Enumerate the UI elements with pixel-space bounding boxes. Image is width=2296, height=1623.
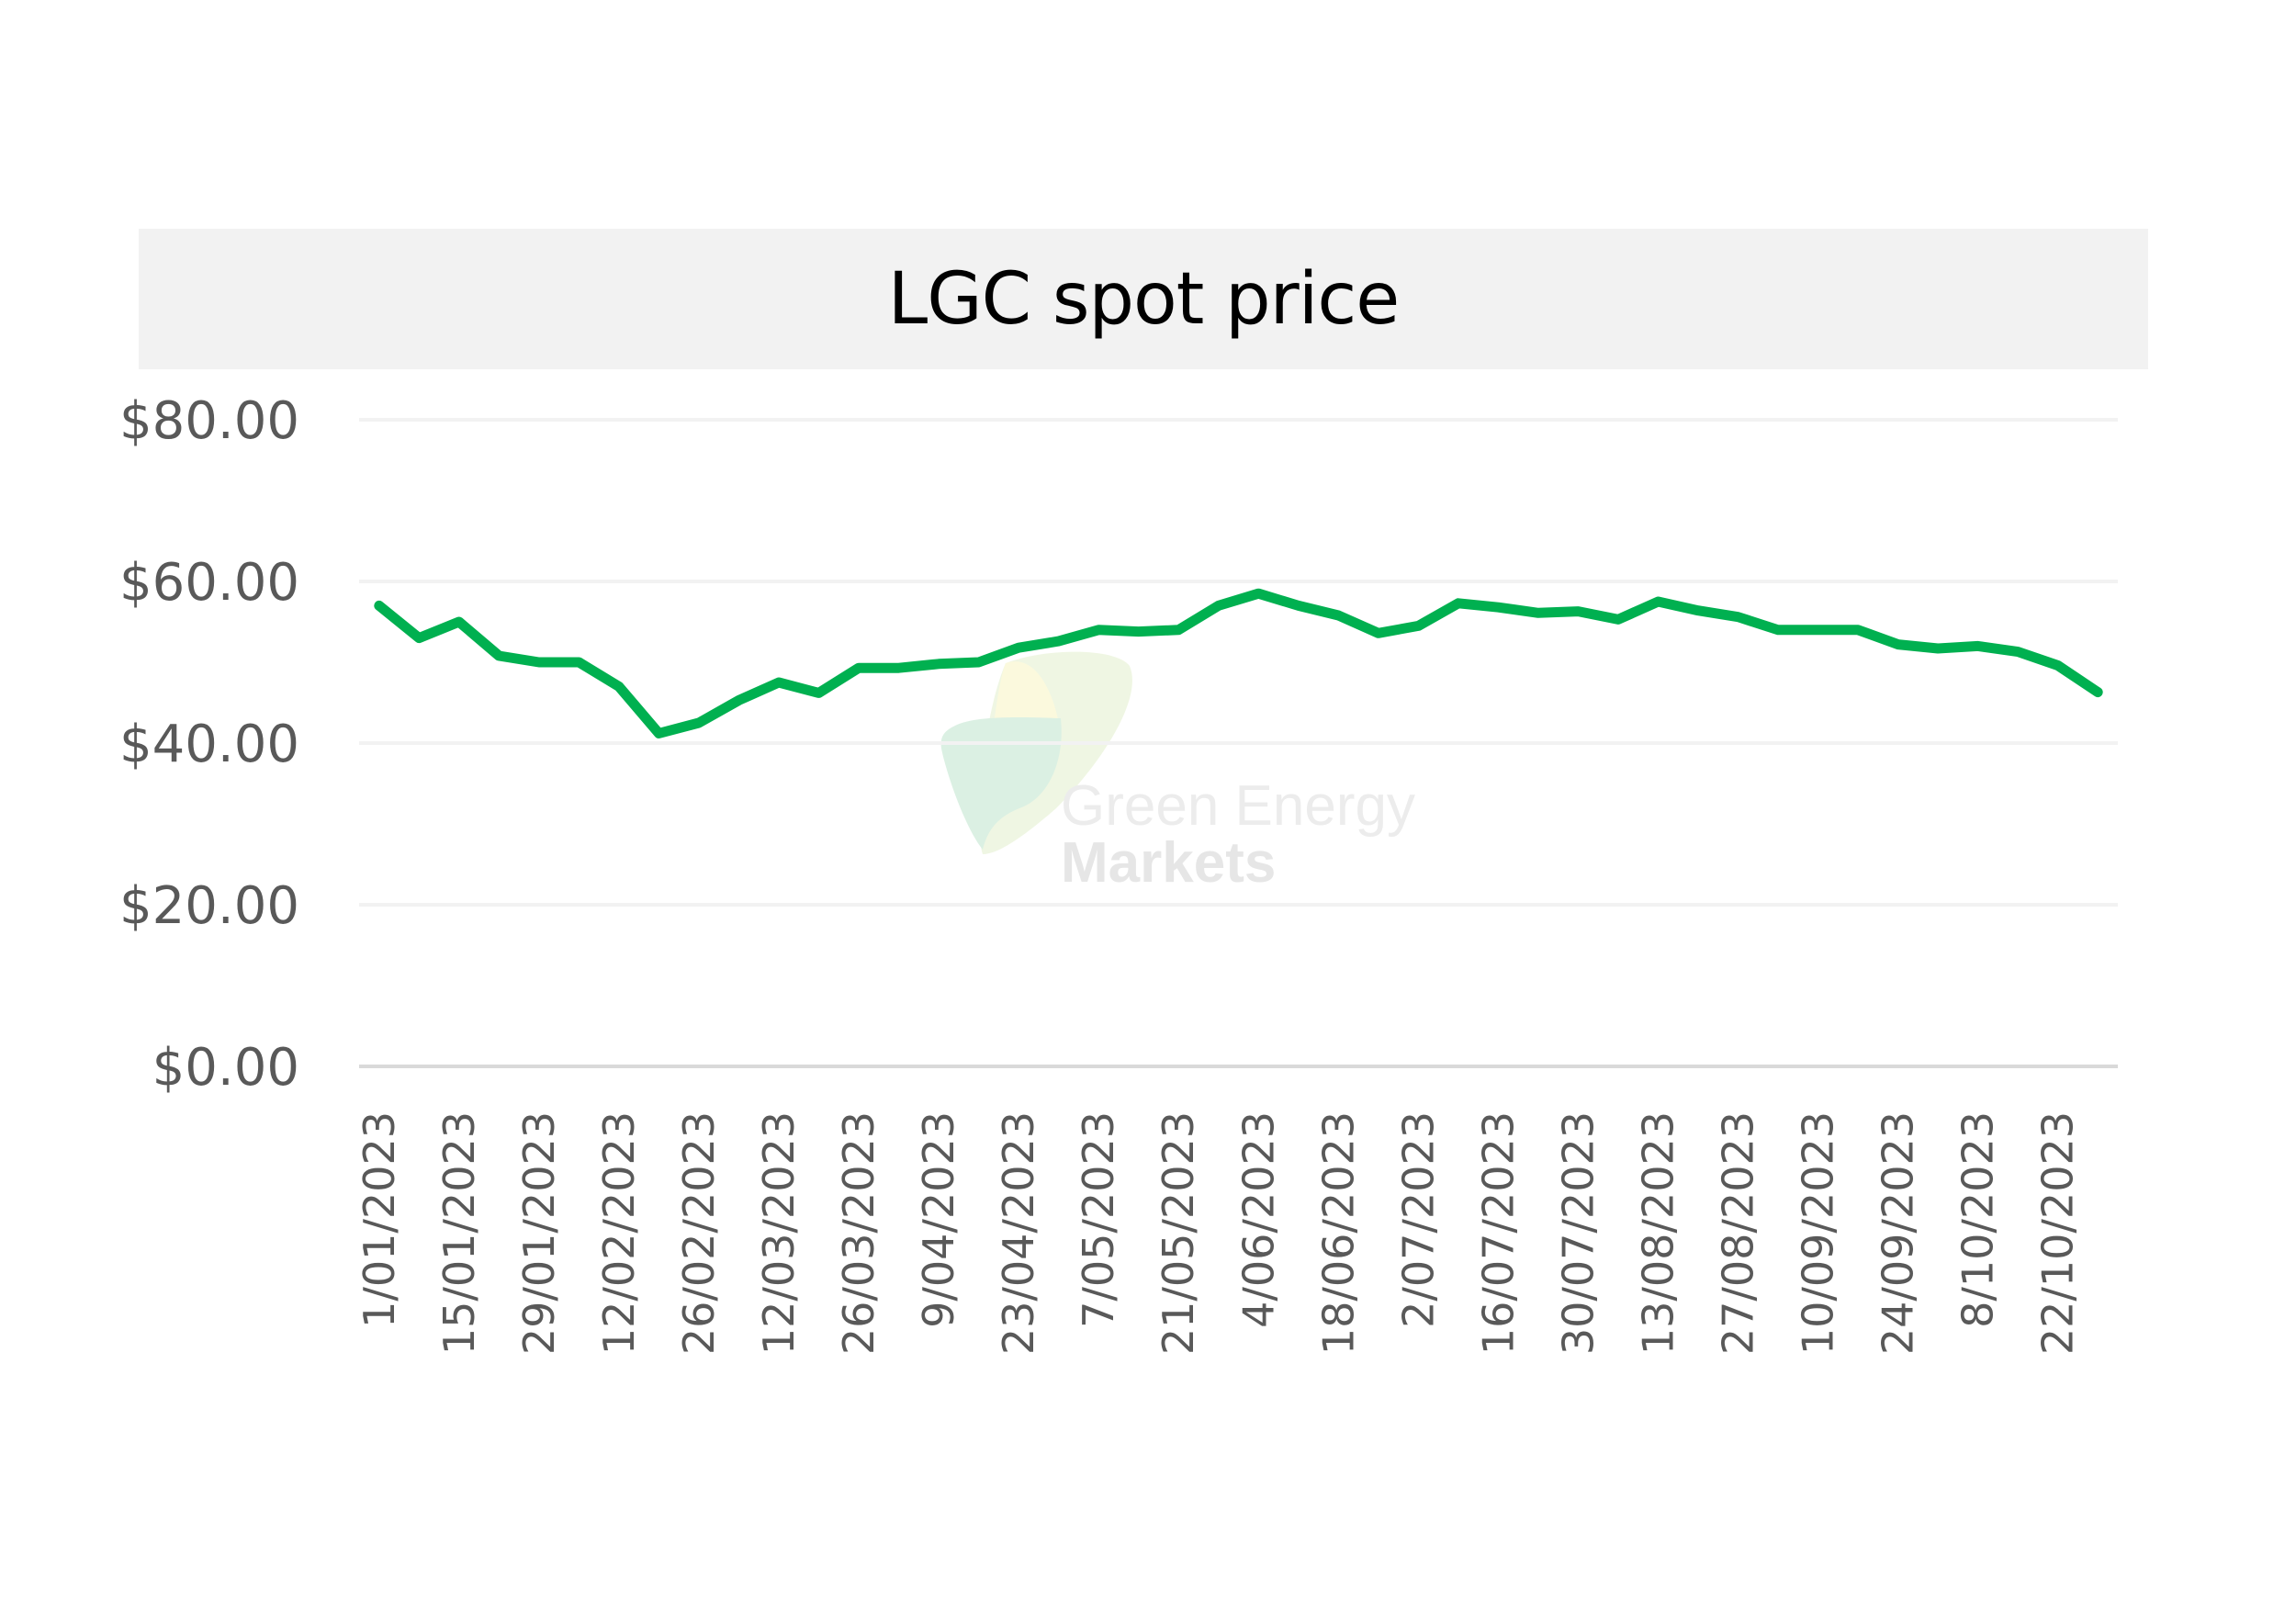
x-tick-label: 23/04/2023 [994,1111,1043,1355]
x-tick-label: 8/10/2023 [1953,1111,2003,1328]
x-tick-label: 10/09/2023 [1794,1111,1843,1355]
x-tick-label: 1/01/2023 [355,1111,404,1328]
green-energy-markets-logo-icon [940,651,1132,854]
x-tick-label: 9/04/2023 [914,1111,963,1328]
watermark: Green Energy Markets [940,651,1415,895]
x-tick-label: 13/08/2023 [1633,1111,1683,1355]
x-tick-label: 24/09/2023 [1874,1111,1923,1355]
x-tick-label: 29/01/2023 [514,1111,564,1355]
price-line [374,588,2103,738]
x-tick-label: 2/07/2023 [1393,1111,1443,1328]
watermark-line2: Markets [1061,831,1276,895]
y-tick-label: $20.00 [119,876,299,936]
watermark-line1: Green Energy [1061,774,1415,838]
x-tick-label: 16/07/2023 [1473,1111,1523,1355]
x-tick-label: 12/02/2023 [594,1111,644,1355]
x-tick-label: 30/07/2023 [1553,1111,1603,1355]
x-tick-label: 15/01/2023 [434,1111,484,1355]
y-tick-label: $0.00 [152,1038,299,1098]
chart-title-bar: LGC spot price [139,229,2148,369]
y-tick-label: $40.00 [119,715,299,774]
x-tick-label: 12/03/2023 [754,1111,804,1355]
chart-title: LGC spot price [887,257,1401,341]
x-tick-label: 26/03/2023 [834,1111,884,1355]
gridlines [359,418,2118,1068]
x-tick-label: 26/02/2023 [674,1111,724,1355]
x-axis-labels: 1/01/2023 15/01/2023 29/01/2023 12/02/2023 2… [355,1111,2083,1355]
y-tick-label: $60.00 [119,553,299,613]
x-tick-label: 18/06/2023 [1313,1111,1363,1355]
x-tick-label: 21/05/2023 [1154,1111,1203,1355]
y-tick-label: $80.00 [119,391,299,451]
x-tick-label: 27/08/2023 [1714,1111,1763,1355]
y-axis-labels: $0.00 $20.00 $40.00 $60.00 $80.00 [119,391,299,1098]
x-tick-label: 4/06/2023 [1233,1111,1283,1328]
x-tick-label: 7/05/2023 [1074,1111,1123,1328]
x-tick-label: 22/10/2023 [2033,1111,2083,1355]
